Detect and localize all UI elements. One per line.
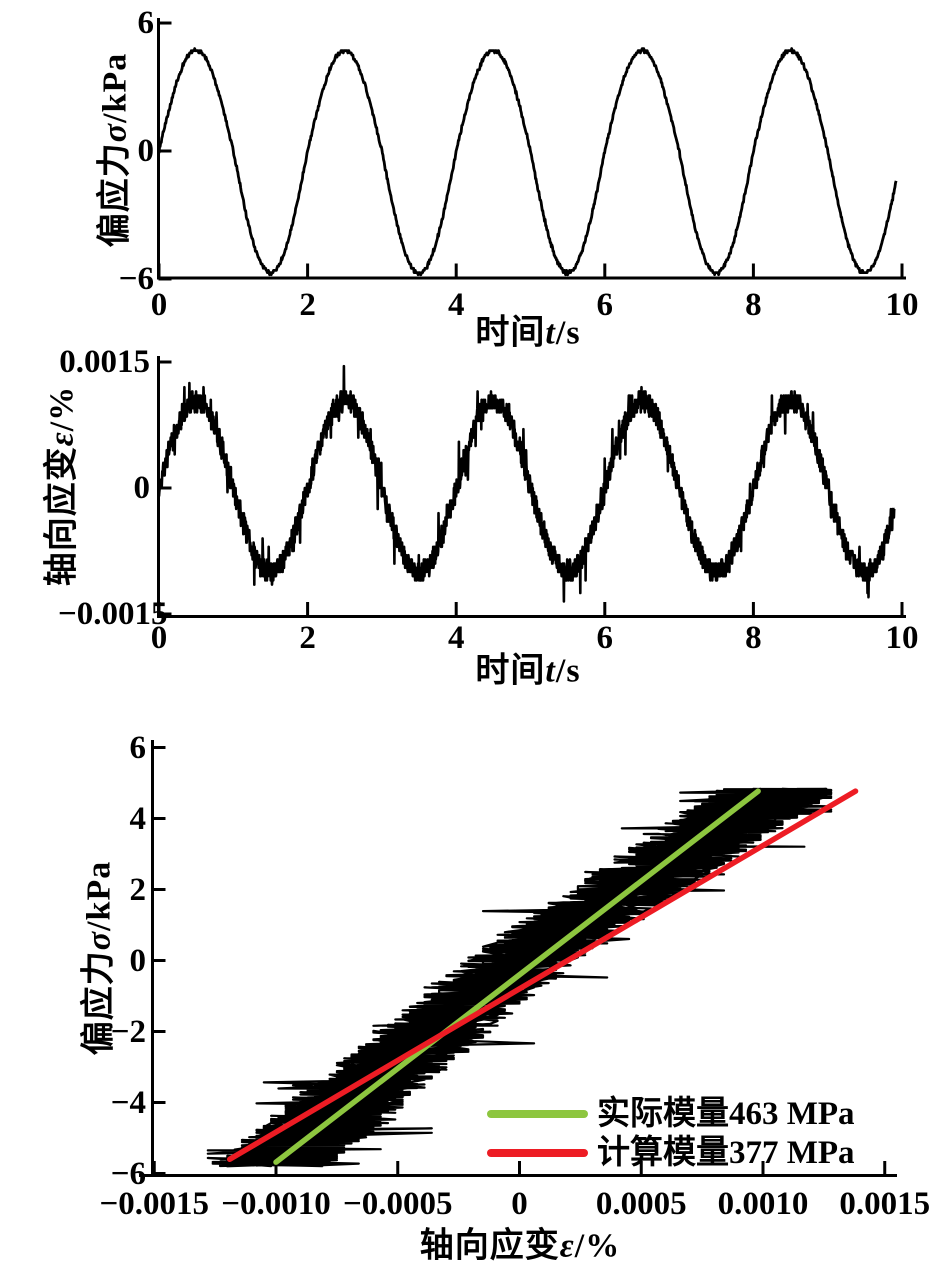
y-tick-label: −6 [110,1155,146,1192]
strain-time-chart [157,356,906,618]
x-axis-variable: t [545,652,556,690]
y-tick-label: 2 [129,871,147,908]
x-tick-label: 4 [447,287,465,323]
x-axis-unit: /s [555,314,581,352]
x-axis-variable: t [545,314,556,352]
y-tick-label: −2 [110,1013,146,1050]
hysteresis-chart [139,740,897,1177]
stress-time-chart [157,18,906,281]
x-tick-label: 6 [596,287,614,323]
y-axis-variable: ε [43,431,81,447]
y-tick-label: 6 [129,729,147,766]
x-tick-label: −0.0015 [99,1186,210,1222]
x-tick-label: 10 [885,620,919,656]
y-axis-unit: /kPa [96,52,134,123]
axial-strain-signal-curve [157,364,896,603]
x-tick-label: 0 [150,620,168,656]
x-tick-label: 0.0010 [717,1186,809,1222]
x-tick-label: 8 [745,620,762,656]
y-axis-title-text: 轴向应变 [43,446,81,587]
actual-modulus-line [273,788,761,1165]
calculated-modulus-legend-label: 计算模量377 MPa [597,1135,855,1171]
x-tick-label: 4 [447,620,465,656]
actual-modulus-swatch [487,1110,588,1118]
deviatoric-stress-signal-curve [157,47,898,277]
x-axis-title-text: 时间 [475,652,546,690]
actual-modulus-legend-label: 实际模量463 MPa [597,1096,855,1132]
x-tick-label: 10 [885,287,919,323]
x-axis-title-hysteresis: 轴向应变ε/% [420,1218,620,1267]
y-tick-label: 0.0015 [59,344,150,380]
hysteresis-loops-curve [206,787,833,1168]
x-axis-title-strain-time: 时间t/s [475,643,580,692]
y-tick-label: 4 [129,800,147,837]
y-tick-label: −4 [110,1084,146,1121]
x-tick-label: −0.0005 [342,1186,453,1222]
x-tick-label: 8 [745,287,762,323]
x-tick-label: 2 [299,620,316,656]
calculated-modulus-swatch [487,1149,588,1157]
y-axis-unit: /% [43,385,81,432]
x-tick-label: 0 [150,287,168,323]
x-tick-label: 6 [596,620,614,656]
x-axis-unit: /% [574,1227,621,1265]
y-tick-label: 0 [137,133,155,169]
x-axis-unit: /s [555,652,581,690]
x-axis-variable: ε [559,1227,575,1265]
x-tick-label: 0.0005 [595,1186,687,1222]
y-tick-label: 0 [129,942,147,979]
calculated-modulus-line [226,788,859,1163]
x-axis-title-stress-time: 时间t/s [475,305,580,354]
x-tick-label: −0.0010 [221,1186,331,1222]
x-axis-title-text: 时间 [475,314,546,352]
y-tick-label: 6 [137,5,155,42]
x-tick-label: 2 [299,287,316,323]
x-tick-label: 0 [511,1186,528,1222]
x-tick-label: 0.0015 [839,1186,931,1222]
x-axis-title-text: 轴向应变 [419,1227,560,1265]
y-tick-label: −6 [118,260,154,297]
y-tick-label: −0.0015 [58,596,168,632]
y-tick-label: 0 [133,470,151,506]
